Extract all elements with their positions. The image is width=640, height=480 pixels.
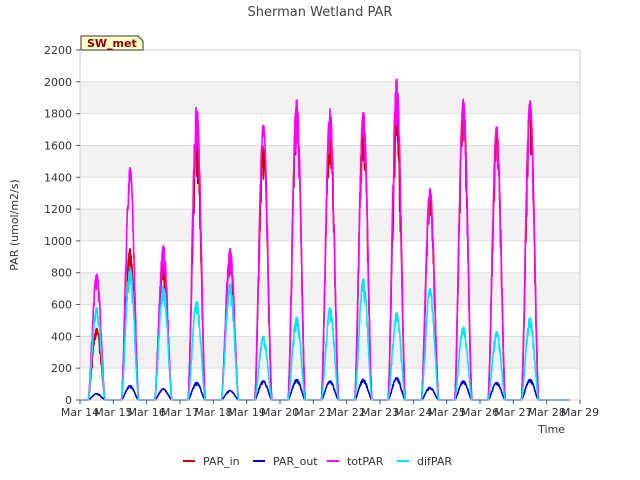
background-band <box>80 50 580 82</box>
y-tick-label: 600 <box>51 299 72 312</box>
background-band <box>80 209 580 241</box>
x-tick-label: Mar 22 <box>328 406 366 419</box>
y-tick-label: 1000 <box>44 235 72 248</box>
legend-label: PAR_in <box>203 455 240 468</box>
x-tick-label: Mar 23 <box>361 406 399 419</box>
legend: PAR_in PAR_out totPAR difPAR <box>183 455 452 468</box>
x-tick-label: Mar 15 <box>94 406 132 419</box>
x-tick-label: Mar 20 <box>261 406 299 419</box>
legend-label: difPAR <box>417 455 452 468</box>
x-tick-label: Mar 16 <box>128 406 166 419</box>
y-tick-label: 1200 <box>44 203 72 216</box>
x-axis-title: Time <box>537 423 565 436</box>
badge: SW_met <box>80 35 144 51</box>
x-tick-label: Mar 14 <box>61 406 99 419</box>
x-tick-label: Mar 25 <box>428 406 466 419</box>
chart-title: Sherman Wetland PAR <box>248 5 393 20</box>
x-tick-label: Mar 18 <box>194 406 232 419</box>
y-axis-ticks: 0 200 400 600 800 1000 1200 1400 1600 1800 2000 220… <box>44 44 80 407</box>
badge-box <box>80 35 144 51</box>
y-tick-label: 200 <box>51 362 72 375</box>
y-tick-label: 1800 <box>44 108 72 121</box>
x-tick-label: Mar 19 <box>228 406 266 419</box>
y-tick-label: 0 <box>65 394 72 407</box>
y-axis-title: PAR (umol/m2/s) <box>8 179 21 271</box>
y-tick-label: 400 <box>51 330 72 343</box>
x-tick-label: Mar 24 <box>394 406 432 419</box>
y-tick-label: 1600 <box>44 139 72 152</box>
x-tick-label: Mar 17 <box>161 406 199 419</box>
x-tick-label: Mar 29 <box>561 406 599 419</box>
x-tick-label: Mar 28 <box>528 406 566 419</box>
background-band <box>80 240 580 273</box>
background-band <box>80 177 580 210</box>
y-tick-label: 2000 <box>44 76 72 89</box>
badge-label: SW_met <box>87 37 137 50</box>
x-tick-label: Mar 26 <box>461 406 499 419</box>
y-tick-label: 1400 <box>44 171 72 184</box>
plot-frame <box>79 49 581 401</box>
x-tick-label: Mar 21 <box>294 406 332 419</box>
legend-label: PAR_out <box>273 455 318 468</box>
legend-label: totPAR <box>347 455 384 468</box>
y-tick-label: 800 <box>51 267 72 280</box>
x-tick-label: Mar 27 <box>494 406 532 419</box>
y-tick-label: 2200 <box>44 44 72 57</box>
background-band <box>80 336 580 369</box>
background-bands <box>80 50 580 400</box>
background-band <box>80 272 580 305</box>
